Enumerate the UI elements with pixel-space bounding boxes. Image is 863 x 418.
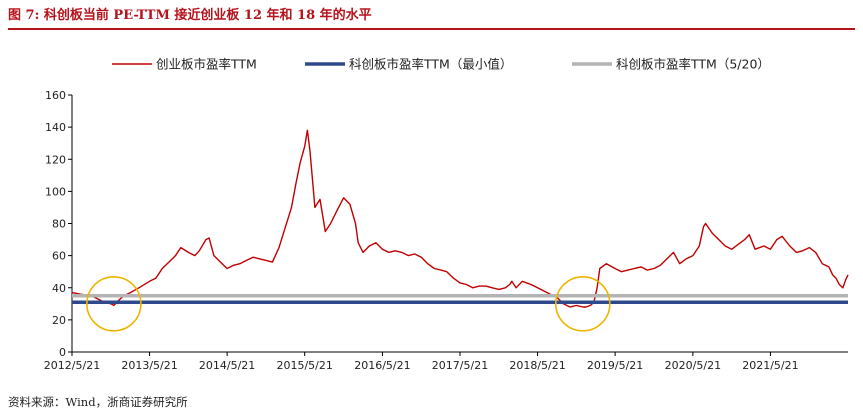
y-tick-label: 80 — [52, 218, 66, 231]
x-tick-label: 2020/5/21 — [665, 359, 721, 372]
source-note: 资料来源：Wind，浙商证券研究所 — [8, 395, 188, 409]
pe-ttm-line-chart: 创业板市盈率TTM 科创板市盈率TTM（最小值） 科创板市盈率TTM（5/20） 0… — [44, 57, 849, 372]
x-tick-label: 2014/5/21 — [199, 359, 255, 372]
legend-label-2: 科创板市盈率TTM（最小值） — [349, 57, 512, 72]
highlight-circle — [555, 276, 611, 332]
figure-title: 图 7: 科创板当前 PE-TTM 接近创业板 12 年和 18 年的水平 — [8, 8, 372, 23]
x-tick-label: 2018/5/21 — [509, 359, 565, 372]
y-tick-label: 160 — [45, 89, 66, 102]
x-tick-label: 2017/5/21 — [432, 359, 488, 372]
chart-plot-area — [71, 129, 849, 332]
legend-label-1: 创业板市盈率TTM — [156, 57, 257, 72]
x-tick-label: 2021/5/21 — [742, 359, 798, 372]
y-tick-label: 0 — [59, 346, 66, 359]
x-tick-label: 2015/5/21 — [276, 359, 332, 372]
y-tick-label: 140 — [45, 121, 66, 134]
y-tick-label: 60 — [52, 250, 66, 263]
y-tick-label: 120 — [45, 153, 66, 166]
highlight-circle — [86, 276, 142, 332]
chart-axes: 0 20 40 60 80 100 120 140 160 2012/5/21 2013/5/21 2… — [44, 89, 848, 372]
x-tick-label: 2016/5/21 — [354, 359, 410, 372]
series-line-1 — [71, 129, 849, 308]
title-divider — [8, 28, 855, 30]
y-tick-label: 20 — [52, 314, 66, 327]
x-tick-label: 2012/5/21 — [44, 359, 100, 372]
chart-legend: 创业板市盈率TTM 科创板市盈率TTM（最小值） 科创板市盈率TTM（5/20） — [112, 57, 770, 72]
y-tick-label: 40 — [52, 282, 66, 295]
x-tick-label: 2019/5/21 — [587, 359, 643, 372]
y-tick-label: 100 — [45, 185, 66, 198]
x-tick-label: 2013/5/21 — [121, 359, 177, 372]
legend-label-3: 科创板市盈率TTM（5/20） — [616, 57, 770, 72]
